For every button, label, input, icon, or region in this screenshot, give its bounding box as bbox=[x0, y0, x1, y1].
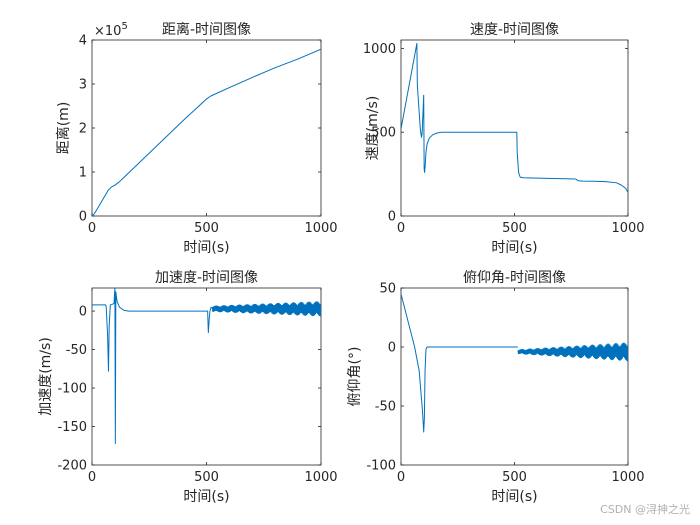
acceleration-ytick-label: -100 bbox=[57, 382, 87, 397]
velocity-ytick-label: 500 bbox=[371, 126, 396, 141]
velocity-xtick-label: 500 bbox=[502, 221, 527, 236]
velocity-xtick-label: 1000 bbox=[611, 221, 644, 236]
distance-axes-frame bbox=[91, 39, 322, 217]
velocity-xtick-label: 0 bbox=[397, 221, 405, 236]
pitch-ytick-label: 50 bbox=[379, 282, 396, 297]
pitch-xtick-label: 0 bbox=[397, 470, 405, 485]
pitch-ylabel: 俯仰角(°) bbox=[347, 347, 363, 407]
pitch-series-noise bbox=[517, 342, 628, 362]
acceleration-ytick-label: -150 bbox=[57, 420, 87, 435]
pitch-title: 俯仰角-时间图像 bbox=[463, 270, 566, 286]
distance-ytick-label: 0 bbox=[79, 210, 87, 225]
distance-ytick-label: 4 bbox=[79, 34, 87, 49]
pitch-ytick-label: -50 bbox=[375, 400, 396, 415]
acceleration-xtick-label: 500 bbox=[194, 470, 219, 485]
distance-ytick-label: 3 bbox=[79, 78, 87, 93]
distance-xlabel: 时间(s) bbox=[183, 240, 229, 256]
velocity-series-line bbox=[401, 42, 628, 193]
distance-ylabel: 距离(m) bbox=[55, 102, 72, 155]
pitch-ytick-label: 0 bbox=[388, 341, 396, 356]
acceleration-ylabel: 加速度(m/s) bbox=[38, 337, 54, 416]
acceleration-ytick-label: 0 bbox=[79, 305, 87, 320]
pitch-axes-frame bbox=[400, 287, 629, 466]
acceleration-ytick-label: -200 bbox=[57, 459, 87, 474]
pitch-xlabel: 时间(s) bbox=[491, 489, 537, 505]
velocity-ylabel: 速度(m/s) bbox=[365, 96, 381, 161]
acceleration-xtick-label: 1000 bbox=[304, 470, 337, 485]
pitch-xtick-label: 1000 bbox=[611, 470, 644, 485]
pitch-series-line bbox=[401, 293, 518, 433]
pitch-xtick-label: 500 bbox=[502, 470, 527, 485]
distance-title: 距离-时间图像 bbox=[162, 21, 251, 38]
velocity-ytick-label: 1000 bbox=[363, 42, 396, 57]
acceleration-xlabel: 时间(s) bbox=[183, 489, 229, 505]
distance-xtick-label: 0 bbox=[88, 221, 96, 236]
distance-xtick-label: 1000 bbox=[304, 221, 337, 236]
distance-ytick-label: 1 bbox=[79, 166, 87, 181]
acceleration-ytick-label: -50 bbox=[66, 343, 87, 358]
velocity-axes-frame bbox=[400, 39, 629, 217]
velocity-title: 速度-时间图像 bbox=[470, 22, 559, 38]
distance-xtick-label: 500 bbox=[194, 221, 219, 236]
distance-series-line bbox=[92, 48, 321, 216]
distance-ytick-label: 2 bbox=[79, 122, 87, 137]
acceleration-xtick-label: 0 bbox=[88, 470, 96, 485]
pitch-ytick-label: -100 bbox=[366, 459, 396, 474]
velocity-ytick-label: 0 bbox=[388, 210, 396, 225]
velocity-xlabel: 时间(s) bbox=[491, 240, 537, 256]
watermark: CSDN @浔抻之光 bbox=[600, 503, 690, 516]
distance-exponent-label: ×105 bbox=[94, 21, 128, 39]
acceleration-title: 加速度-时间图像 bbox=[155, 270, 258, 286]
acceleration-series-line bbox=[92, 288, 213, 444]
acceleration-axes-frame bbox=[91, 287, 322, 466]
acceleration-series-noise bbox=[211, 301, 321, 317]
